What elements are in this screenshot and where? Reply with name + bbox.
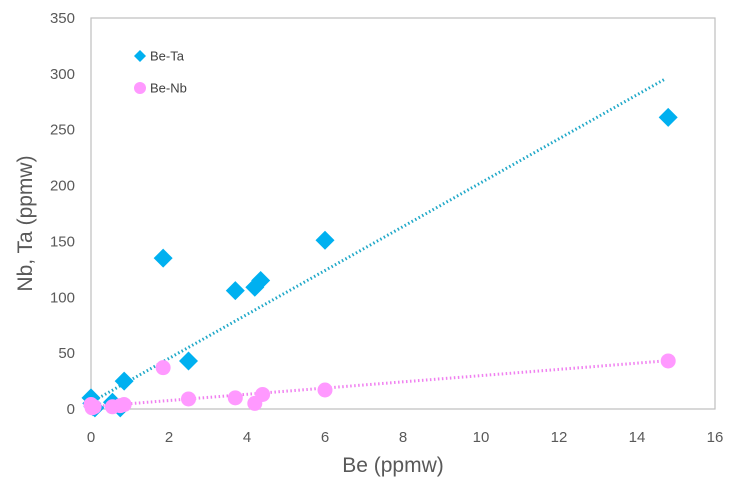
x-tick-label: 10 — [473, 429, 490, 446]
points-layer — [81, 107, 678, 418]
y-tick-label: 150 — [50, 233, 75, 250]
trendline-be-nb — [90, 359, 665, 409]
y-tick-label: 0 — [67, 401, 75, 418]
x-tick-label: 4 — [243, 429, 251, 446]
be-nb-point — [181, 391, 196, 407]
be-ta-point — [225, 281, 245, 301]
trendlines-layer — [90, 78, 666, 409]
trendline-be-ta — [90, 78, 666, 404]
y-tick-label: 250 — [50, 122, 75, 139]
legend-layer: Be-Ta Be-Nb — [134, 49, 187, 96]
legend-label: Be-Ta — [150, 49, 185, 64]
be-nb-point — [155, 360, 171, 376]
y-tick-label: 100 — [50, 289, 75, 306]
y-tick-label: 50 — [58, 345, 75, 362]
x-tick-label: 14 — [629, 429, 646, 446]
legend-marker-be-nb — [134, 82, 146, 94]
axes-layer: 0 50 100 150 200 250 300 350 0 2 4 6 8 10 12 14 16 Be (pp… — [14, 10, 723, 477]
y-tick-label: 300 — [50, 66, 75, 83]
y-tick-label: 350 — [50, 10, 75, 27]
legend-label: Be-Nb — [150, 81, 187, 96]
x-axis-title: Be (ppmw) — [342, 454, 444, 477]
be-nb-point — [86, 399, 102, 415]
x-tick-label: 16 — [707, 429, 724, 446]
be-nb-point — [116, 397, 132, 413]
legend-marker-be-ta — [134, 50, 146, 62]
be-ta-point — [179, 351, 198, 371]
be-nb-point — [317, 382, 333, 398]
y-tick-label: 200 — [50, 178, 75, 195]
y-axis-title: Nb, Ta (ppmw) — [14, 155, 37, 291]
be-ta-point — [114, 371, 134, 391]
be-ta-point — [658, 107, 678, 127]
x-tick-label: 0 — [87, 429, 95, 446]
x-tick-label: 6 — [321, 429, 329, 446]
x-tick-label: 2 — [165, 429, 173, 446]
be-ta-point — [153, 248, 173, 268]
x-tick-label: 12 — [551, 429, 568, 446]
be-ta-point — [251, 271, 271, 291]
be-nb-point — [227, 390, 243, 406]
be-nb-point — [660, 353, 676, 369]
be-ta-point — [315, 230, 335, 250]
plot-area-border — [90, 17, 716, 410]
be-nb-point — [255, 386, 271, 402]
x-tick-label: 8 — [399, 429, 407, 446]
